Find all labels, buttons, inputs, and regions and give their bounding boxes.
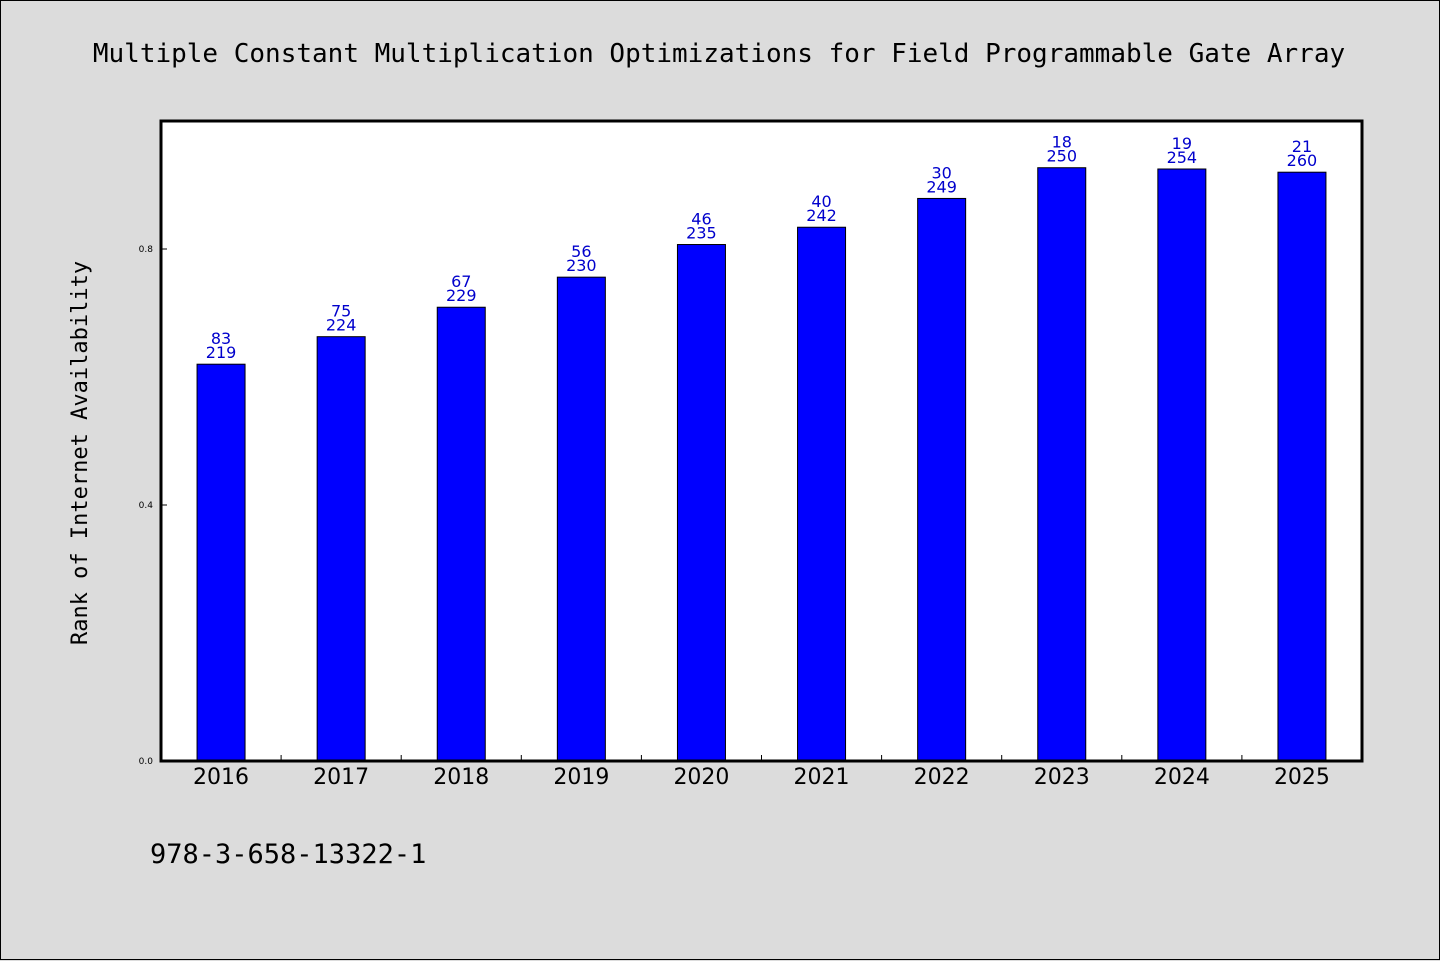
- bar-2019: [556, 276, 606, 762]
- bar-label-top: 18: [1052, 133, 1072, 152]
- bar-label-bottom: 219: [206, 343, 237, 362]
- x-tick-label: 2019: [553, 765, 609, 790]
- bar-label-top: 83: [211, 329, 231, 348]
- x-tick-label: 2016: [193, 765, 249, 790]
- y-tick-label: 0.4: [139, 501, 154, 511]
- x-tick-labels: 2016 2017 2018 2019 2020 2021 2022 2023 2024 2025: [193, 765, 1330, 790]
- chart-title: Multiple Constant Multiplication Optimiz…: [93, 39, 1345, 69]
- bar-label-top: 46: [691, 210, 711, 229]
- bars-group: [196, 167, 1327, 762]
- y-tick-label: 0.0: [139, 757, 154, 767]
- bar-label-bottom: 224: [326, 316, 357, 335]
- x-tick-label: 2025: [1274, 765, 1330, 790]
- bar-2020: [676, 244, 726, 762]
- x-tick-label: 2024: [1154, 765, 1210, 790]
- bar-label-bottom: 249: [926, 177, 957, 196]
- bar-2018: [436, 306, 486, 762]
- bar-2024: [1157, 168, 1207, 762]
- bar-2017: [316, 336, 366, 762]
- bar-label-top: 75: [331, 302, 351, 321]
- bar-2022: [917, 197, 967, 762]
- x-tick-label: 2023: [1034, 765, 1090, 790]
- y-axis-label: Rank of Internet Availability: [68, 261, 93, 645]
- y-tick-label: 0.8: [139, 245, 154, 255]
- bar-label-bottom: 229: [446, 286, 477, 305]
- x-tick-label: 2017: [313, 765, 369, 790]
- bar-label-bottom: 254: [1167, 148, 1198, 167]
- bar-label-bottom: 250: [1046, 147, 1077, 166]
- bar-label-top: 21: [1292, 137, 1312, 156]
- bar-label-top: 67: [451, 272, 471, 291]
- y-tick-labels: 0.0 0.4 0.8: [139, 245, 154, 767]
- bar-2023: [1037, 167, 1087, 762]
- bar-2025: [1277, 171, 1327, 762]
- x-tick-label: 2021: [794, 765, 850, 790]
- x-tick-label: 2022: [914, 765, 970, 790]
- bar-label-top: 40: [811, 192, 831, 211]
- bar-label-top: 56: [571, 242, 591, 261]
- bar-label-bottom: 260: [1287, 151, 1318, 170]
- bar-label-bottom: 242: [806, 206, 837, 225]
- bar-2021: [797, 226, 847, 762]
- bar-label-bottom: 230: [566, 256, 597, 275]
- footnote-isbn: 978-3-658-13322-1: [150, 839, 426, 870]
- bar-label-bottom: 235: [686, 224, 717, 243]
- x-tick-label: 2018: [433, 765, 489, 790]
- bar-label-top: 30: [931, 163, 951, 182]
- plot-border: [159, 119, 1364, 763]
- bar-2016: [196, 363, 246, 762]
- bar-label-top: 19: [1172, 134, 1192, 153]
- x-tick-label: 2020: [673, 765, 729, 790]
